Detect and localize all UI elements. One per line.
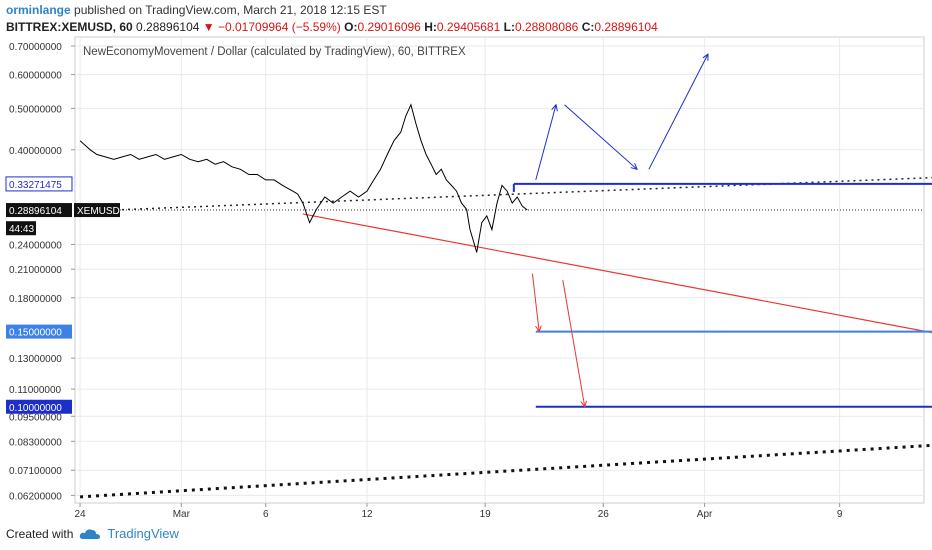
- x-tick-label: 19: [480, 509, 492, 520]
- x-tick-label: 9: [837, 509, 843, 520]
- x-tick-label: 26: [598, 509, 610, 520]
- high-label: H:: [424, 20, 437, 34]
- y-tick-label: 0.08300000: [9, 437, 62, 448]
- price-label-box: [6, 324, 72, 339]
- price-label: XEMUSD: [77, 206, 120, 217]
- footer: Created with TradingView: [6, 526, 179, 541]
- y-tick-label: 0.07100000: [9, 466, 62, 477]
- y-tick-label: 0.21000000: [9, 265, 62, 276]
- x-tick-label: Apr: [697, 509, 713, 520]
- open-value: 0.29016096: [357, 20, 421, 34]
- chart-title: NewEconomyMovement / Dollar (calculated …: [83, 46, 466, 58]
- price-label: 0.15000000: [9, 328, 62, 339]
- close-value: 0.28896104: [594, 20, 658, 34]
- tradingview-brand[interactable]: TradingView: [107, 526, 179, 541]
- plot-frame: [74, 36, 925, 504]
- projection-arrow-down: [531, 273, 539, 332]
- y-tick-label: 0.50000000: [9, 104, 62, 115]
- price-label-box: [74, 203, 120, 218]
- y-tick-label: 0.40000000: [9, 146, 62, 157]
- x-tick-label: 24: [75, 509, 87, 520]
- price-label-box: [5, 176, 73, 192]
- tradingview-cloud-icon: [80, 528, 101, 539]
- price-label-box: [6, 399, 72, 414]
- dotted-trendline-lower: [79, 443, 932, 499]
- y-tick-label: 0.13000000: [9, 354, 62, 365]
- publish-info: orminlange published on TradingView.com,…: [6, 2, 387, 19]
- open-label: O:: [344, 20, 358, 34]
- last-price: 0.28896104: [136, 20, 200, 34]
- red-support-line: [302, 213, 932, 334]
- price-label: 0.28896104: [9, 206, 62, 217]
- projection-arrow-up: [648, 54, 708, 170]
- low-label: L:: [503, 20, 515, 34]
- projection-arrow-down: [562, 280, 585, 407]
- projection-arrow-up: [535, 105, 556, 181]
- y-tick-label: 0.24000000: [9, 240, 62, 251]
- x-tick-label: 6: [263, 509, 269, 520]
- y-tick-label: 0.18000000: [9, 294, 62, 305]
- symbol: BITTREX:XEMUSD, 60: [6, 20, 133, 34]
- high-value: 0.29405681: [436, 20, 501, 34]
- y-tick-label: 0.60000000: [9, 71, 62, 82]
- price-label-box: [6, 221, 36, 236]
- price-label: 0.10000000: [9, 403, 62, 414]
- y-tick-label: 0.06200000: [9, 491, 62, 502]
- x-tick-label: Mar: [173, 509, 191, 520]
- author-name[interactable]: orminlange: [6, 3, 71, 17]
- close-label: C:: [581, 20, 595, 34]
- price-series-line: [79, 103, 528, 253]
- price-label: 44:43: [9, 224, 34, 235]
- price-label-box: [6, 203, 72, 218]
- y-tick-label: 0.70000000: [9, 42, 62, 53]
- publish-text: published on TradingView.com, March 21, …: [74, 3, 387, 17]
- symbol-info: BITTREX:XEMUSD, 60 0.28896104 ▼ −0.01709…: [6, 19, 658, 36]
- projection-arrow-up: [564, 104, 637, 170]
- created-with-text: Created with: [6, 526, 74, 541]
- y-tick-label: 0.09500000: [9, 412, 62, 423]
- price-label: 0.33271475: [9, 180, 62, 191]
- price-change: ▼ −0.01709964 (−5.59%): [202, 20, 341, 34]
- y-tick-label: 0.11000000: [9, 385, 62, 396]
- low-value: 0.28808086: [514, 20, 579, 34]
- x-tick-label: 12: [361, 509, 373, 520]
